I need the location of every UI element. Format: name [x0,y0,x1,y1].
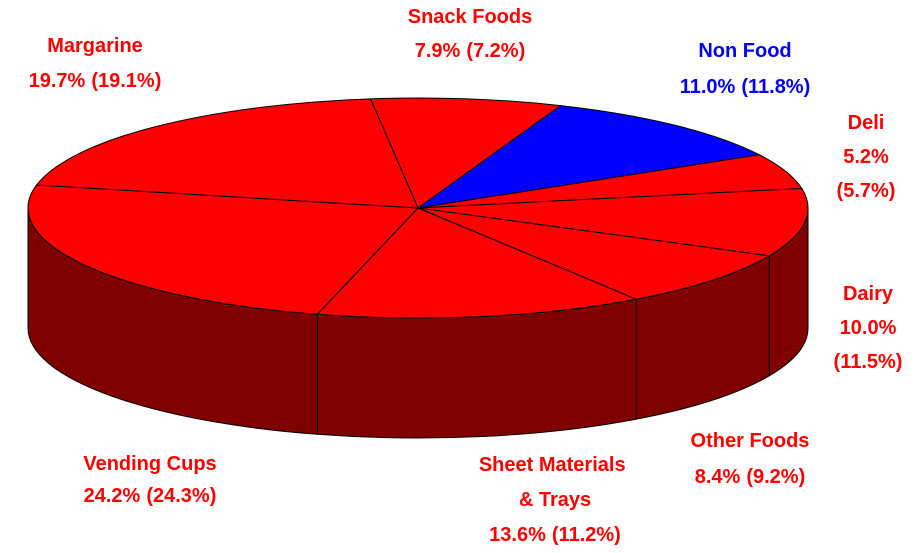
slice-label: (5.7%) [837,180,896,202]
value-label: (5.7%) [837,180,896,202]
slice [27,184,420,315]
value-label: 11.0% [680,76,736,98]
value-label: (19.1%) [91,70,161,92]
slice-label: 24.2% (24.3%) [84,485,217,507]
slice-label: 11.0% (11.8%) [680,76,811,98]
slice-label: Vending Cups [83,453,216,475]
slice-label: 10.0% [840,317,897,339]
slice-label: Snack Foods [408,6,532,28]
category-label: Non Food [698,40,791,62]
value-label: 10.0% [840,317,897,339]
label-line: Sheet Materials [479,454,631,476]
slice [417,105,761,209]
slice [369,97,562,209]
value-label: (7.2%) [466,40,525,62]
value-label: 8.4% [695,466,741,488]
slice-label: 7.9% (7.2%) [415,40,526,62]
slice-label: Deli [848,112,885,134]
slice-label: Dairy [843,283,894,305]
value-label: (24.3%) [146,485,216,507]
value-label: 24.2% [84,485,141,507]
value-label: (11.8%) [741,76,810,98]
category-label: Dairy [843,283,894,305]
category-label: Other Foods [691,430,810,452]
slice [316,207,638,319]
slice-label: Non Food [698,40,791,62]
slice-label: 19.7% (19.1%) [29,70,162,92]
slice [417,187,809,257]
category-label: Deli [848,112,885,134]
category-label: Vending Cups [83,453,216,475]
slice-label: Margarine [47,35,143,57]
value-label: (9.2%) [746,466,805,488]
slice-label: 5.2% [843,146,889,168]
label-line: & Trays [519,489,591,511]
slice [35,98,419,209]
slice-label: (11.5%) [834,351,903,373]
value-label: 19.7% [29,70,86,92]
value-label: 13.6% [489,524,546,546]
value-label: (11.5%) [834,351,903,373]
value-label: 5.2% [843,146,889,168]
category-label: Snack Foods [408,6,532,28]
slice-side [316,298,637,439]
slice [417,207,771,300]
value-label: 7.9% [415,40,461,62]
slice-label: 13.6% (11.2%) [489,524,621,546]
slice-label: Sheet Materials & Trays [479,454,631,511]
value-label: (11.2%) [552,524,621,546]
category-label: Margarine [47,35,143,57]
slice-label: 8.4% (9.2%) [695,466,806,488]
slice-label: Other Foods [691,430,810,452]
